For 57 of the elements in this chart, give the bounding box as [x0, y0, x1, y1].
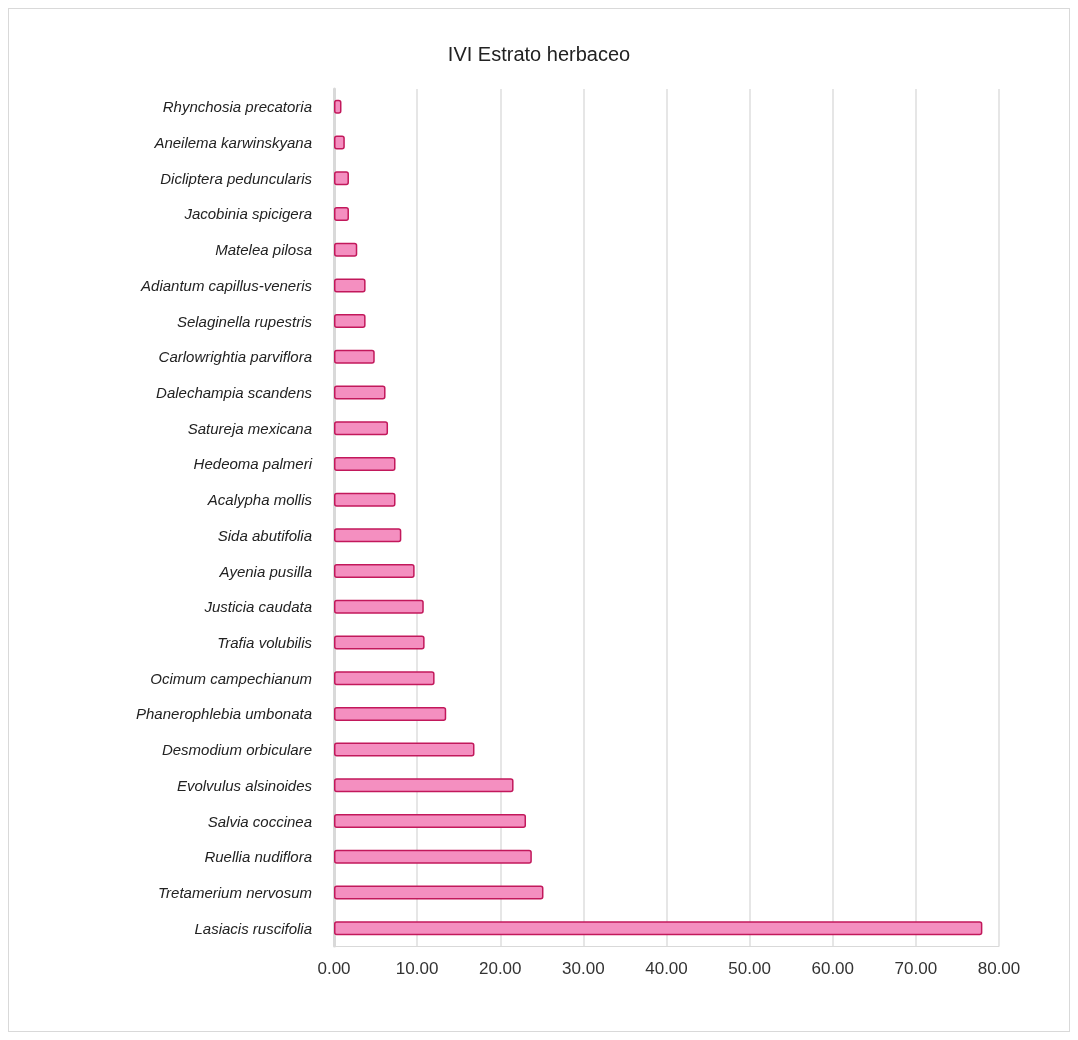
bar — [334, 635, 425, 650]
chart-title: IVI Estrato herbaceo — [447, 43, 631, 65]
y-tick-label: Satureja mexicana — [187, 419, 312, 437]
y-tick-label: Phanerophlebia umbonata — [136, 705, 312, 723]
y-tick-label: Dicliptera peduncularis — [160, 169, 313, 187]
bar — [334, 742, 475, 757]
bar — [334, 206, 349, 221]
y-tick-label: Ruellia nudiflora — [204, 848, 312, 866]
y-tick-label: Ayenia pusilla — [218, 562, 312, 580]
bar — [334, 385, 386, 400]
y-tick-label: Acalypha mollis — [206, 491, 313, 509]
y-tick-label: Evolvulus alsinoides — [176, 776, 313, 794]
y-tick-label: Rhynchosia precatoria — [162, 98, 312, 116]
y-tick-label: Tretamerium nervosum — [158, 883, 312, 901]
x-tick-label: 40.00 — [645, 959, 688, 978]
bar — [334, 921, 983, 936]
y-tick-label: Aneilema karwinskyana — [153, 134, 312, 152]
bar — [334, 492, 396, 507]
bar — [334, 278, 366, 293]
bar — [334, 885, 544, 900]
bar — [334, 135, 345, 150]
y-tick-label: Hedeoma palmeri — [193, 455, 313, 473]
bar — [334, 599, 424, 614]
bar — [334, 528, 402, 543]
bar — [334, 421, 389, 436]
y-tick-label: Dalechampia scandens — [156, 384, 313, 402]
bar — [334, 706, 447, 721]
x-tick-label: 60.00 — [811, 959, 855, 978]
y-tick-label: Selaginella rupestris — [176, 312, 313, 330]
bar — [334, 849, 532, 864]
bar — [334, 314, 366, 329]
bar — [334, 564, 415, 579]
x-tick-label: 0.00 — [317, 959, 351, 978]
x-tick-label: 50.00 — [728, 959, 771, 978]
y-tick-label: Sida abutifolia — [217, 526, 312, 544]
x-tick-label: 20.00 — [478, 959, 522, 978]
x-tick-label: 10.00 — [395, 959, 439, 978]
bar — [334, 456, 396, 471]
bar — [334, 171, 349, 186]
y-tick-label: Justicia caudata — [203, 598, 312, 616]
x-tick-label: 30.00 — [562, 959, 605, 978]
bar — [334, 671, 435, 686]
y-tick-label: Matelea pilosa — [215, 241, 312, 259]
y-tick-label: Desmodium orbiculare — [161, 741, 312, 759]
y-tick-label: Carlowrightia parviflora — [158, 348, 312, 366]
bar — [334, 814, 527, 829]
y-tick-label: Trafia volubilis — [217, 633, 313, 651]
bar — [334, 778, 514, 793]
y-tick-label: Adiantum capillus-veneris — [140, 276, 313, 294]
y-tick-label: Salvia coccinea — [207, 812, 312, 830]
y-tick-label: Ocimum campechianum — [150, 669, 312, 687]
bar — [334, 349, 375, 364]
bar — [334, 242, 358, 257]
x-tick-label: 80.00 — [977, 959, 1021, 978]
y-tick-label: Jacobinia spicigera — [183, 205, 312, 223]
y-tick-label: Lasiacis ruscifolia — [194, 919, 312, 937]
x-tick-label: 70.00 — [894, 959, 938, 978]
